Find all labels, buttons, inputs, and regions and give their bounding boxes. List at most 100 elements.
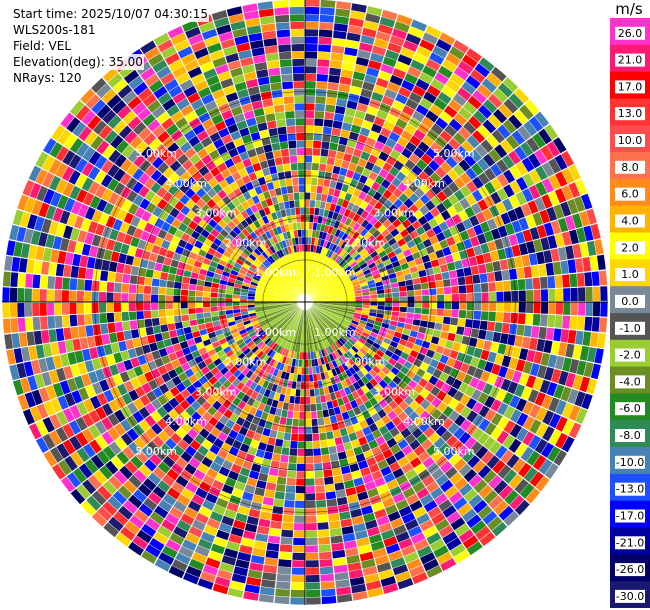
- velocity-gate: [247, 296, 255, 300]
- velocity-gate: [473, 479, 488, 494]
- velocity-gate: [557, 217, 569, 233]
- velocity-gate: [28, 345, 38, 361]
- velocity-gate: [42, 247, 52, 262]
- velocity-gate: [422, 302, 430, 309]
- velocity-gate: [212, 583, 229, 595]
- velocity-gate: [407, 66, 422, 78]
- velocity-gate: [196, 318, 205, 325]
- velocity-gate: [338, 337, 346, 345]
- velocity-gate: [351, 263, 360, 271]
- velocity-gate: [373, 402, 383, 413]
- velocity-gate: [38, 387, 50, 403]
- velocity-gate: [444, 302, 452, 310]
- velocity-gate: [323, 179, 331, 188]
- velocity-gate: [397, 577, 414, 590]
- velocity-gate: [368, 171, 378, 181]
- velocity-gate: [274, 14, 290, 23]
- velocity-gate: [477, 358, 487, 370]
- velocity-gate: [274, 596, 290, 605]
- velocity-gate: [158, 287, 167, 295]
- velocity-gate: [548, 158, 561, 174]
- velocity-gate: [472, 401, 484, 414]
- velocity-gate: [315, 245, 320, 254]
- velocity-gate: [294, 103, 305, 111]
- velocity-gate: [481, 450, 494, 464]
- velocity-gate: [425, 200, 436, 211]
- velocity-gate: [370, 147, 382, 158]
- velocity-gate: [318, 246, 323, 254]
- velocity-gate: [517, 278, 526, 290]
- velocity-gate: [325, 491, 337, 500]
- velocity-gate: [319, 551, 332, 560]
- velocity-gate: [223, 266, 232, 274]
- velocity-gate: [280, 66, 293, 75]
- velocity-gate: [473, 310, 482, 320]
- velocity-gate: [388, 193, 398, 204]
- velocity-gate: [62, 423, 75, 439]
- velocity-gate: [381, 366, 391, 375]
- velocity-gate: [162, 402, 174, 413]
- velocity-gate: [454, 402, 466, 414]
- velocity-gate: [422, 135, 435, 147]
- velocity-gate: [175, 552, 191, 565]
- velocity-gate: [440, 479, 454, 493]
- velocity-gate: [481, 292, 489, 302]
- velocity-gate: [354, 64, 368, 74]
- velocity-gate: [172, 343, 182, 352]
- velocity-gate: [365, 137, 377, 148]
- velocity-gate: [325, 347, 332, 355]
- velocity-gate: [561, 436, 575, 453]
- velocity-gate: [156, 418, 169, 430]
- velocity-gate: [478, 329, 487, 340]
- velocity-gate: [409, 565, 425, 578]
- velocity-gate: [523, 120, 538, 137]
- velocity-gate: [120, 526, 136, 541]
- velocity-gate: [277, 566, 292, 575]
- velocity-gate: [309, 381, 315, 389]
- velocity-gate: [461, 140, 475, 154]
- velocity-gate: [392, 492, 406, 504]
- velocity-gate: [257, 1, 273, 11]
- colorbar-label: -2.0: [619, 349, 640, 362]
- velocity-gate: [355, 328, 363, 335]
- velocity-gate: [87, 336, 96, 348]
- velocity-gate: [353, 343, 362, 351]
- velocity-gate: [514, 384, 526, 398]
- velocity-gate: [240, 298, 248, 302]
- velocity-gate: [430, 538, 446, 552]
- velocity-gate: [579, 376, 591, 393]
- velocity-gate: [4, 255, 13, 272]
- velocity-gate: [407, 296, 415, 302]
- velocity-gate: [364, 400, 373, 410]
- velocity-gate: [264, 337, 272, 345]
- velocity-gate: [205, 450, 217, 462]
- velocity-gate: [344, 418, 353, 428]
- velocity-gate: [414, 307, 422, 314]
- velocity-gate: [333, 429, 341, 438]
- velocity-gate: [233, 287, 241, 292]
- velocity-gate: [374, 477, 386, 488]
- velocity-gate: [480, 221, 491, 233]
- velocity-gate: [278, 355, 285, 363]
- velocity-gate: [279, 544, 293, 553]
- colorbar-label: 10.0: [618, 134, 643, 147]
- velocity-gate: [377, 305, 385, 310]
- velocity-gate: [351, 250, 359, 259]
- velocity-gate: [335, 105, 346, 115]
- velocity-gate: [208, 550, 223, 562]
- velocity-gate: [270, 82, 282, 91]
- velocity-gate: [62, 408, 75, 423]
- velocity-gate: [35, 437, 49, 454]
- velocity-gate: [503, 469, 517, 484]
- velocity-gate: [353, 372, 361, 382]
- velocity-gate: [71, 390, 83, 404]
- velocity-gate: [293, 366, 299, 374]
- velocity-gate: [397, 456, 410, 468]
- velocity-gate: [63, 365, 74, 380]
- velocity-gate: [374, 211, 383, 221]
- velocity-gate: [470, 520, 487, 535]
- velocity-gate: [205, 276, 214, 283]
- velocity-gate: [522, 361, 533, 374]
- velocity-gate: [315, 96, 326, 104]
- velocity-gate: [425, 403, 437, 415]
